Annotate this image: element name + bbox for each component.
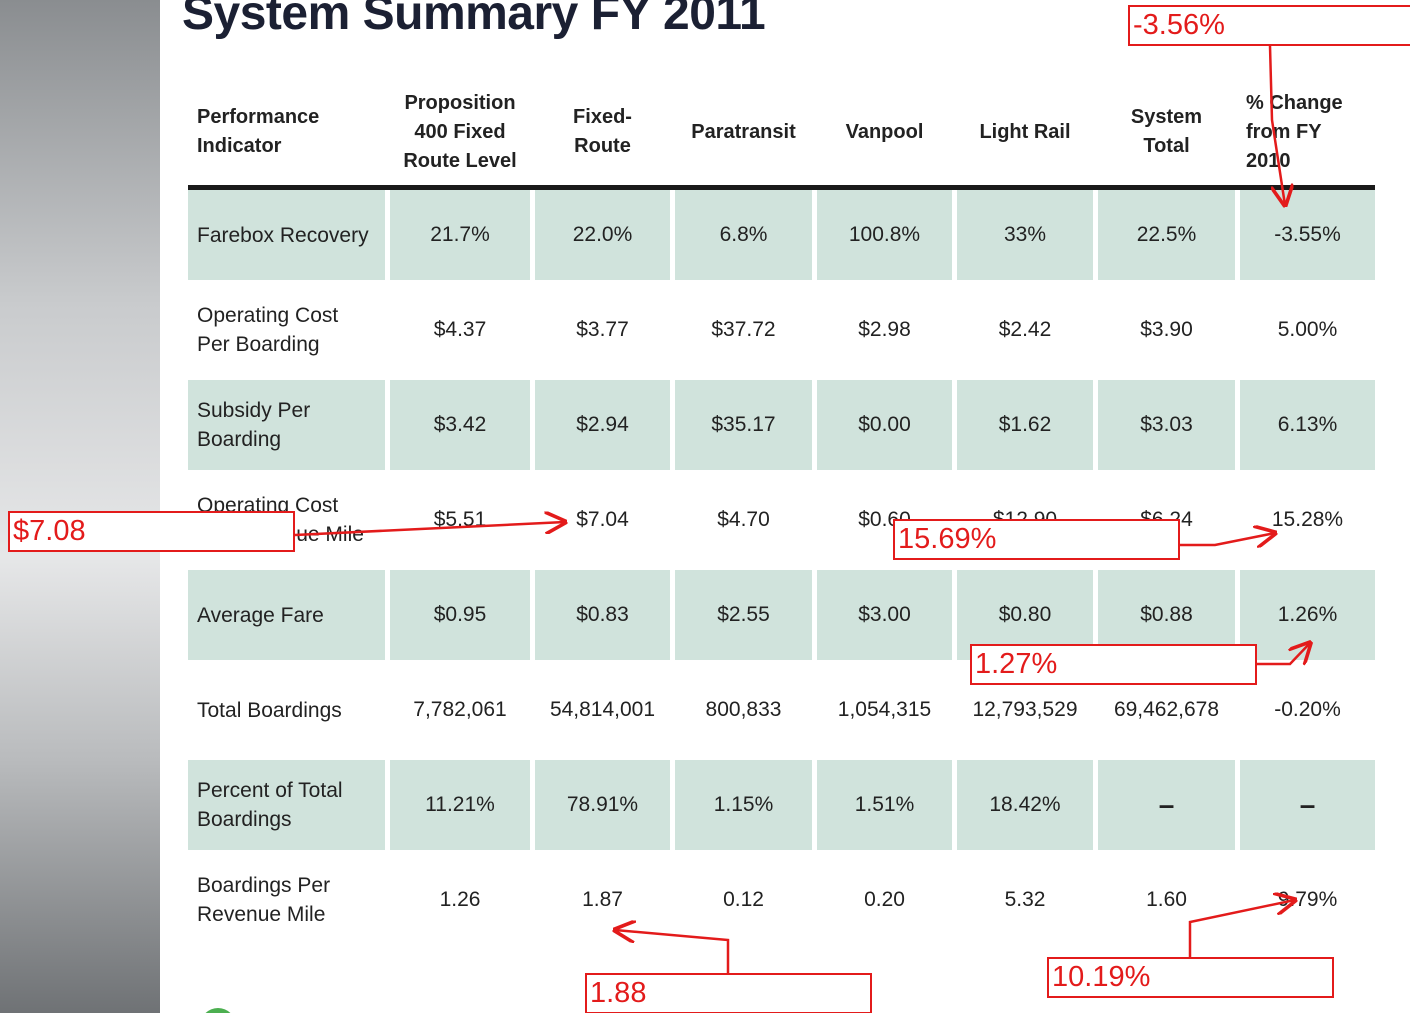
column-header: Fixed-Route xyxy=(573,106,632,157)
table-cell: 1.60 xyxy=(1146,888,1187,911)
table-cell: 11.21% xyxy=(390,760,530,850)
table-cell: 6.13% xyxy=(1240,380,1375,470)
table-cell: 0.12 xyxy=(723,888,764,911)
table-cell: $3.42 xyxy=(390,380,530,470)
table-cell: $2.55 xyxy=(675,570,812,660)
table-cell: 7,782,061 xyxy=(413,698,507,721)
correction-label: -3.56% xyxy=(1128,5,1410,46)
table-cell: $4.37 xyxy=(433,318,487,341)
table-cell: 1.26% xyxy=(1240,570,1375,660)
row-label: Subsidy Per Boarding xyxy=(188,380,385,470)
correction-label: 1.27% xyxy=(970,644,1257,685)
table-cell: 5.00% xyxy=(1277,318,1338,341)
table-cell: 12,793,529 xyxy=(972,698,1078,721)
table-cell: 100.8% xyxy=(817,190,952,280)
decor-dot xyxy=(200,1008,236,1013)
table-cell: -3.55% xyxy=(1240,190,1375,280)
table-cell: 1.51% xyxy=(817,760,952,850)
table-cell: 33% xyxy=(957,190,1093,280)
column-header: Proposition 400 Fixed Route Level xyxy=(403,91,517,172)
arrow xyxy=(1268,45,1285,205)
table-cell: 6.8% xyxy=(675,190,812,280)
table-cell: $7.04 xyxy=(576,508,629,531)
row-label: Operating Cost Per Boarding xyxy=(197,304,339,356)
column-header: Paratransit xyxy=(691,120,796,143)
arrow xyxy=(1180,533,1275,545)
page-title: System Summary FY 2011 xyxy=(182,0,766,40)
column-header: Light Rail xyxy=(979,120,1071,143)
table-cell: 15.28% xyxy=(1271,508,1344,531)
correction-label: 1.88 xyxy=(585,973,872,1013)
table-cell: $0.83 xyxy=(535,570,670,660)
table-cell: 18.42% xyxy=(957,760,1093,850)
column-header: Performance Indicator xyxy=(197,106,320,157)
table-cell: $37.72 xyxy=(711,318,776,341)
row-label: Percent of Total Boardings xyxy=(188,760,385,850)
table-cell: 78.91% xyxy=(535,760,670,850)
table-cell: $0.95 xyxy=(390,570,530,660)
table-cell: $3.00 xyxy=(817,570,952,660)
table-cell: 1.26 xyxy=(439,888,481,911)
table-cell: $2.98 xyxy=(858,318,911,341)
table-cell: $1.62 xyxy=(957,380,1093,470)
correction-label: 10.19% xyxy=(1047,957,1334,998)
table-cell: 0.20 xyxy=(864,888,905,911)
table-cell: $3.90 xyxy=(1140,318,1193,341)
arrow xyxy=(1188,900,1295,957)
table-cell: $3.77 xyxy=(576,318,629,341)
table-cell: $2.94 xyxy=(535,380,670,470)
table-cell: 21.7% xyxy=(390,190,530,280)
table-cell: $0.00 xyxy=(817,380,952,470)
table-cell: 5.32 xyxy=(1004,888,1046,911)
table-cell: $3.03 xyxy=(1098,380,1235,470)
table-cell: 1.15% xyxy=(675,760,812,850)
table-cell: 22.0% xyxy=(535,190,670,280)
table-cell: 1,054,315 xyxy=(837,698,932,721)
arrow xyxy=(615,930,730,973)
row-label: Boardings Per Revenue Mile xyxy=(197,874,331,926)
arrow xyxy=(294,522,565,537)
table-cell: 69,462,678 xyxy=(1113,698,1220,721)
correction-label: 15.69% xyxy=(893,519,1180,560)
background-photo xyxy=(0,0,160,1013)
row-label: Average Fare xyxy=(188,570,385,660)
table-cell: 1.87 xyxy=(582,888,623,911)
correction-label: $7.08 xyxy=(8,511,295,552)
row-label: Farebox Recovery xyxy=(188,190,385,280)
column-header: Vanpool xyxy=(845,120,924,143)
table-cell: $35.17 xyxy=(675,380,812,470)
arrow xyxy=(1255,643,1310,664)
column-header: System Total xyxy=(1130,106,1203,157)
table-cell: 22.5% xyxy=(1098,190,1235,280)
table-cell: – xyxy=(1098,760,1235,850)
row-label: Total Boardings xyxy=(197,698,342,722)
table-cell: -0.20% xyxy=(1274,698,1341,721)
header-rule xyxy=(188,185,1375,190)
table-cell: 54,814,001 xyxy=(549,698,656,721)
table-cell: $2.42 xyxy=(998,318,1052,341)
table-cell: 800,833 xyxy=(705,698,782,721)
table-cell: $4.70 xyxy=(717,508,770,531)
table-cell: – xyxy=(1240,760,1375,850)
